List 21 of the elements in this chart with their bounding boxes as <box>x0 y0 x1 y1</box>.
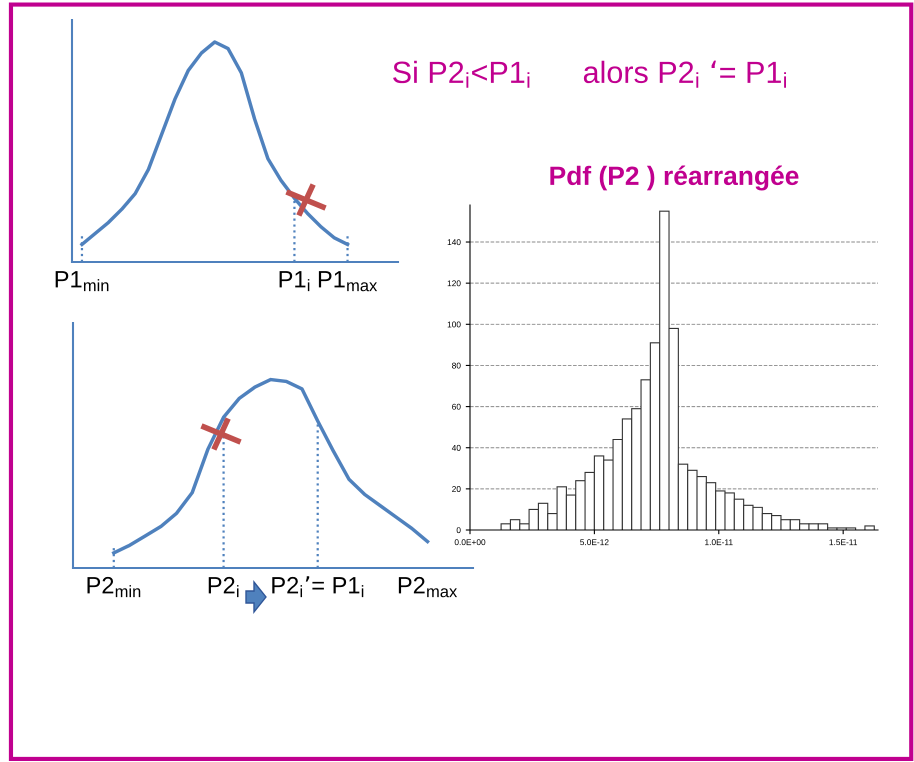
x-tick-label: P2$_{max}$ <box>398 576 458 598</box>
y-tick-label: 120 <box>448 280 461 286</box>
chart-title: Pdf (P2 ) réarrangée <box>550 166 798 190</box>
x-tick-label: 1.5E-11 <box>830 539 858 546</box>
y-tick-label: 80 <box>452 362 461 369</box>
y-tick-label: 0 <box>456 527 461 534</box>
x-tick-label: P1$_{i}$ <box>280 271 310 292</box>
text: Si P2$_{i}$<P1$_{i}$ alors P2$_{i}$ ‘= P1$_{i}$ <box>393 60 786 88</box>
x-tick-label: P2$_{i}$ <box>208 576 238 598</box>
x-tick-label: P1$_{min}$ <box>56 271 108 292</box>
x-tick-label: P1$_{max}$ <box>318 271 378 292</box>
x-tick-label: 1.0E-11 <box>705 539 733 546</box>
y-tick-label: 140 <box>448 239 461 246</box>
y-tick-label: 100 <box>448 322 461 328</box>
y-tick-label: 20 <box>452 486 461 492</box>
x-tick-label: 5.0E-12 <box>580 539 609 546</box>
x-tick-label: P2$_{min}$ <box>88 576 140 598</box>
x-tick-label: P2$_{i}$’= P1$_{i}$ <box>272 576 364 598</box>
y-tick-label: 60 <box>452 404 461 410</box>
x-tick-label: 0.0E+00 <box>454 539 486 546</box>
y-tick-label: 40 <box>452 444 461 451</box>
